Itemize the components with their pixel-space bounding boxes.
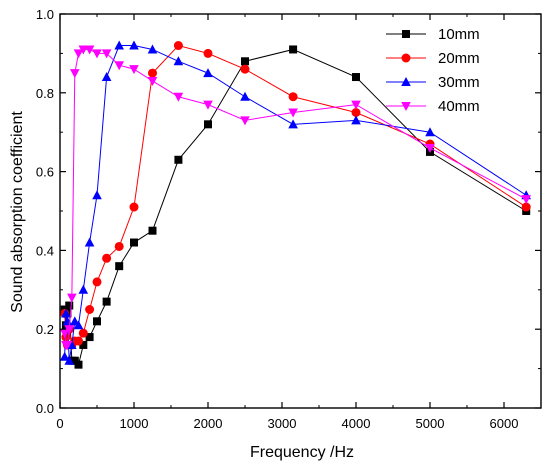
data-point-40mm: [240, 116, 250, 126]
data-point-30mm: [59, 351, 70, 361]
data-point-20mm: [351, 108, 361, 117]
data-point-10mm: [130, 238, 138, 247]
legend-marker: [401, 77, 411, 86]
data-point-30mm: [240, 91, 250, 101]
legend-label: 40mm: [438, 98, 480, 115]
x-tick-label: 2000: [194, 416, 223, 431]
data-point-10mm: [174, 155, 183, 164]
data-point-40mm: [59, 329, 70, 339]
data-point-10mm: [102, 297, 111, 306]
data-point-10mm: [79, 340, 88, 349]
data-point-40mm: [425, 143, 435, 153]
data-point-40mm: [67, 293, 77, 303]
data-point-40mm: [78, 45, 89, 55]
legend-label: 10mm: [438, 26, 480, 43]
data-point-30mm: [101, 72, 112, 82]
data-point-20mm: [203, 48, 213, 58]
y-tick-label: 0.2: [36, 322, 54, 337]
data-point-10mm: [65, 301, 74, 310]
data-point-10mm: [85, 333, 94, 342]
y-tick-label: 1.0: [36, 7, 54, 22]
data-point-40mm: [64, 325, 75, 335]
data-point-10mm: [115, 262, 124, 271]
x-tick-label: 0: [56, 416, 63, 431]
data-point-20mm: [288, 92, 298, 102]
x-tick-label: 1000: [120, 416, 149, 431]
y-tick-label: 0.6: [36, 165, 54, 180]
data-point-40mm: [70, 69, 80, 79]
legend-marker: [401, 53, 411, 63]
data-point-20mm: [85, 305, 95, 314]
x-axis-label: Frequency /Hz: [250, 444, 354, 461]
x-tick-label: 5000: [416, 416, 445, 431]
data-point-30mm: [129, 40, 139, 50]
data-point-40mm: [173, 92, 184, 102]
data-point-20mm: [92, 277, 102, 287]
data-point-40mm: [521, 195, 531, 205]
data-point-40mm: [129, 65, 139, 75]
data-point-30mm: [147, 44, 158, 54]
y-axis-label: Sound absorption coefficient: [9, 111, 26, 313]
data-point-20mm: [78, 328, 88, 338]
legend-marker: [402, 30, 410, 38]
y-tick-label: 0.8: [36, 86, 54, 101]
data-point-40mm: [92, 49, 102, 59]
legend-label: 30mm: [438, 74, 480, 91]
y-tick-label: 0.4: [36, 243, 54, 258]
data-point-40mm: [288, 108, 298, 118]
data-point-30mm: [114, 40, 124, 50]
data-point-10mm: [241, 57, 249, 66]
x-tick-label: 3000: [268, 416, 297, 431]
data-point-20mm: [74, 336, 83, 346]
data-point-10mm: [148, 226, 157, 235]
data-point-20mm: [173, 41, 183, 51]
data-point-30mm: [173, 56, 184, 66]
legend-item-10mm: 10mm: [386, 26, 480, 43]
data-point-20mm: [148, 68, 157, 78]
y-tick-label: 0.0: [36, 401, 54, 416]
data-point-40mm: [114, 61, 124, 71]
data-point-40mm: [62, 340, 73, 350]
data-point-30mm: [92, 190, 102, 200]
x-tick-label: 6000: [490, 416, 519, 431]
data-point-30mm: [425, 127, 435, 137]
data-point-40mm: [147, 76, 158, 86]
data-point-30mm: [67, 339, 77, 349]
data-point-30mm: [61, 308, 71, 318]
data-point-30mm: [351, 115, 361, 125]
data-point-40mm: [84, 45, 95, 55]
series-layer: [59, 40, 531, 369]
data-point-10mm: [74, 360, 83, 369]
legend-item-40mm: 40mm: [386, 98, 480, 115]
legend-item-20mm: 20mm: [386, 50, 480, 67]
legend-label: 20mm: [438, 50, 480, 67]
data-point-30mm: [288, 119, 298, 129]
data-point-30mm: [73, 320, 84, 330]
axes-layer: 0 1000 2000 3000 4000 5000 6000 0.0 0.2 0.4 0.6 0.8…: [36, 7, 542, 431]
data-point-30mm: [203, 68, 213, 78]
series-40mm: [59, 45, 531, 350]
data-point-20mm: [129, 202, 139, 212]
data-point-10mm: [352, 73, 360, 82]
data-point-10mm: [204, 120, 212, 129]
data-point-40mm: [73, 49, 84, 59]
data-point-20mm: [114, 241, 124, 251]
data-point-30mm: [64, 355, 75, 365]
data-point-40mm: [203, 100, 213, 110]
data-point-20mm: [521, 202, 531, 212]
data-point-20mm: [240, 64, 250, 74]
data-point-30mm: [84, 237, 95, 247]
data-point-20mm: [102, 253, 112, 263]
data-point-30mm: [78, 284, 89, 294]
legend: 10mm 20mm 30mm 40mm: [386, 26, 480, 115]
data-point-40mm: [351, 100, 361, 110]
legend-marker: [401, 102, 411, 111]
x-tick-label: 4000: [342, 416, 371, 431]
data-point-10mm: [93, 317, 101, 326]
data-point-40mm: [101, 49, 112, 59]
legend-item-30mm: 30mm: [386, 74, 480, 91]
data-point-10mm: [289, 45, 298, 54]
